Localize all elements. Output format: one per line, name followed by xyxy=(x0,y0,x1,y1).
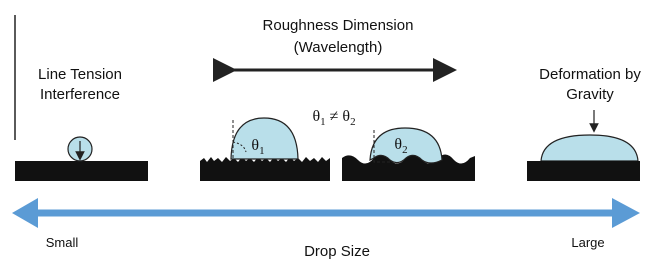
wavy-substrate xyxy=(342,154,475,181)
inequality: θ1 ≠ θ2 xyxy=(312,108,355,128)
arrow-head xyxy=(12,198,38,228)
neq: ≠ xyxy=(326,108,343,125)
subscript: 2 xyxy=(350,116,356,128)
title-line: Roughness Dimension xyxy=(263,17,414,34)
panel-label: Interference xyxy=(40,86,120,103)
axis-end: Large xyxy=(571,235,604,250)
axis-end: Small xyxy=(46,235,79,250)
theta: θ xyxy=(342,108,350,125)
substrate xyxy=(15,161,148,181)
rough-substrate xyxy=(200,157,330,181)
subscript: 2 xyxy=(402,144,408,156)
theta: θ xyxy=(394,136,402,153)
title-line: (Wavelength) xyxy=(294,39,383,56)
axis-label: Drop Size xyxy=(304,243,370,260)
substrate xyxy=(527,161,640,181)
large-drop xyxy=(541,135,638,161)
panel-label: Line Tension xyxy=(38,66,122,83)
theta: θ xyxy=(251,137,259,154)
panel-label: Gravity xyxy=(566,86,614,103)
theta: θ xyxy=(312,108,320,125)
diagram: Roughness Dimension (Wavelength) Line Te… xyxy=(0,0,647,260)
panel-label: Deformation by xyxy=(539,66,641,83)
arrow-head xyxy=(612,198,640,228)
subscript: 1 xyxy=(259,145,265,157)
